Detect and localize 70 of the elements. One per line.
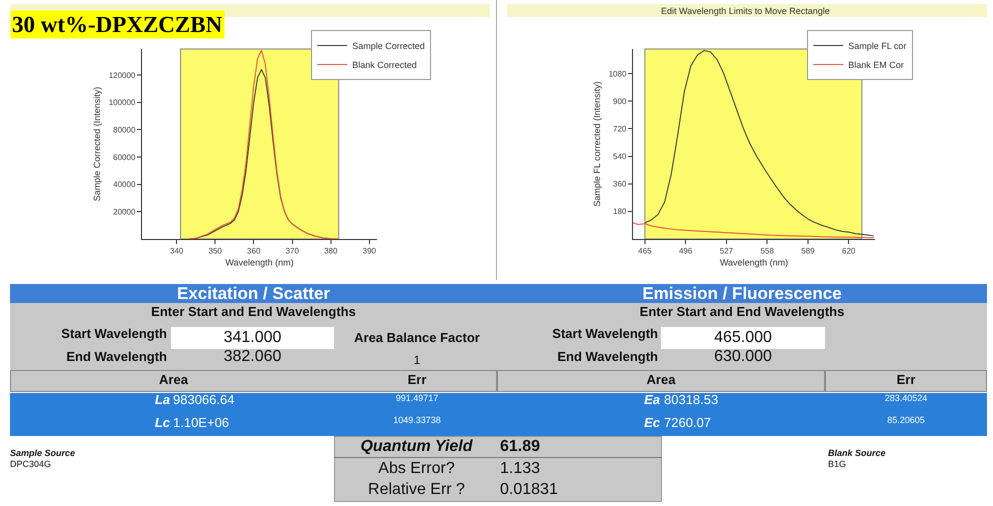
text: 80318.53 [664,392,720,408]
text: Blank Source [828,448,886,458]
text: DPC304G [10,459,52,469]
y-tick-label: 20000 [113,207,136,216]
text: 1.133 [500,460,542,477]
text: Enter Start and End Wavelengths [638,304,846,320]
y-axis-title: Sample Corrected (Intensity) [92,86,102,202]
x-tick-label: 390 [362,246,377,256]
text: 630.000 [713,348,773,365]
text: 1049.33738 [392,414,442,427]
text: Ec [643,415,660,431]
y-tick-label: 900 [613,96,627,106]
x-tick-label: 589 [801,246,816,256]
x-axis-title: Wavelength (nm) [720,257,788,268]
x-axis-title: Wavelength (nm) [225,257,294,268]
y-tick-label: 720 [613,124,627,134]
text: 283.40524 [884,392,928,405]
y-tick-label: 180 [613,207,627,216]
text: Err [406,372,428,388]
text: Start Wavelength [551,326,658,342]
y-tick-label: 60000 [113,152,136,162]
text: 61.89 [500,438,542,455]
x-tick-label: 496 [678,246,693,256]
legend-label: Blank Corrected [352,60,417,70]
x-tick-label: 527 [720,246,734,256]
text: Lc [154,415,170,431]
text: Ea [643,392,660,408]
y-tick-label: 540 [613,152,627,162]
legend-label: Blank EM Cor [848,60,904,70]
x-tick-label: 360 [247,246,261,256]
chart-title: Edit Wavelength Limits to Move Rectangle [661,6,830,16]
text: Quantum Yield [359,438,474,455]
text: End Wavelength [65,349,167,365]
legend-label: Sample FL cor [848,41,906,52]
x-tick-label: 380 [324,246,338,256]
text: 1 [412,352,422,368]
text: Area Balance Factor [353,330,481,346]
y-axis-title: Sample FL corrected (Intensity) [592,81,602,207]
text: La [154,392,170,408]
text: Enter Start and End Wavelengths [150,304,357,320]
text: 991.49717 [394,392,440,405]
y-tick-label: 100000 [108,98,136,108]
x-tick-label: 558 [760,246,774,256]
text: B1G [828,459,846,469]
y-tick-label: 1080 [608,69,627,78]
text: 7260.07 [664,415,712,431]
text: 382.060 [222,348,282,365]
text: Sample Source [10,448,76,458]
y-tick-label: 360 [613,180,627,189]
x-tick-label: 370 [286,246,300,256]
text: 85.20605 [886,414,926,427]
text: End Wavelength [556,349,658,365]
y-tick-label: 120000 [108,70,136,80]
y-tick-label: 80000 [113,125,136,134]
text: Start Wavelength [60,326,167,342]
x-tick-label: 620 [842,246,856,256]
text: 983066.64 [173,392,236,408]
text: Err [896,372,916,388]
y-tick-label: 40000 [113,180,136,190]
text: Relative Err ? [367,481,466,498]
text: Area [646,372,676,388]
text: Area [158,372,189,388]
text: 0.01831 [500,481,559,498]
text: 1.10E+06 [173,415,230,431]
x-tick-label: 340 [170,246,184,256]
x-tick-label: 465 [638,246,652,256]
x-tick-label: 350 [208,246,222,256]
text: Abs Error? [377,460,456,477]
chart-title: 30 wt%-DPXZCZBN [12,12,223,37]
legend-label: Sample Corrected [352,41,425,52]
